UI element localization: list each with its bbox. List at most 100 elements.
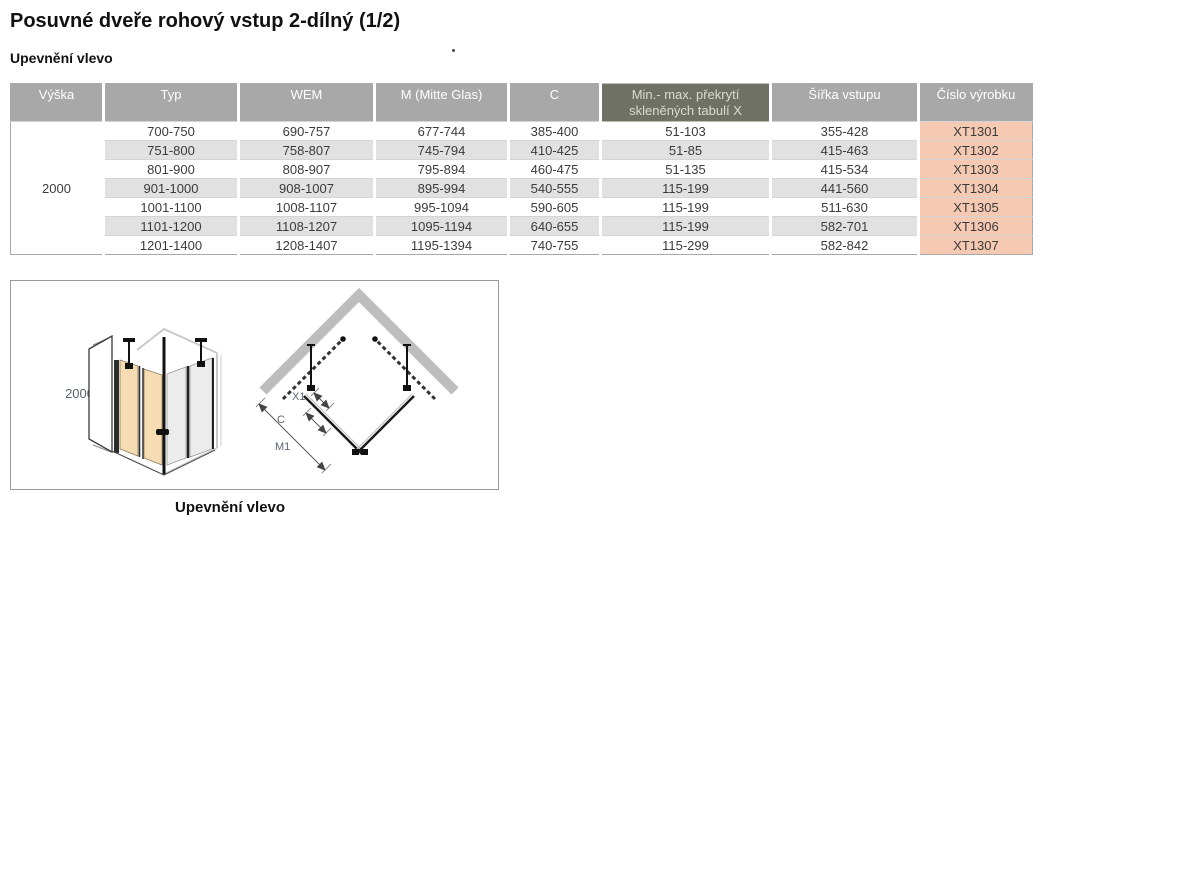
cell-m-mitte-glas: 995-1094	[373, 197, 509, 217]
cell-wem: 1108-1207	[237, 216, 375, 236]
cell-sirka-vstupu: 441-560	[769, 178, 919, 198]
cell-c: 640-655	[507, 216, 601, 236]
dimension-2000-label: 2000	[65, 386, 94, 401]
table-row: 1101-1200 1108-1207 1095-1194 640-655 115-19…	[11, 216, 1033, 236]
cell-m-mitte-glas: 1095-1194	[373, 216, 509, 236]
header-row: Výška Typ WEM M (Mitte Glas) C Min.- max. pře…	[10, 83, 1033, 122]
cell-prekryti-x: 51-135	[599, 159, 771, 179]
glass-panel-highlighted-fixed	[119, 359, 139, 457]
column-header-7: Číslo výrobku	[917, 83, 1033, 122]
cell-typ: 1101-1200	[102, 216, 239, 236]
cell-cislo-vyrobku: XT1303	[917, 159, 1033, 179]
cell-c: 410-425	[507, 140, 601, 160]
cell-cislo-vyrobku: XT1307	[917, 235, 1033, 255]
diagram-box: 2000	[10, 280, 499, 490]
cell-c: 590-605	[507, 197, 601, 217]
cell-cislo-vyrobku: XT1304	[917, 178, 1033, 198]
cell-wem: 690-757	[237, 121, 375, 141]
side-panel	[88, 334, 113, 454]
elevation-drawing: 2000	[65, 327, 222, 476]
back-wall-outline	[136, 327, 222, 475]
cell-m-mitte-glas: 795-894	[373, 159, 509, 179]
cell-c: 460-475	[507, 159, 601, 179]
door-right-plan	[355, 395, 415, 455]
c-label: C	[277, 414, 285, 426]
cell-m-mitte-glas: 895-994	[373, 178, 509, 198]
cell-sirka-vstupu: 415-534	[769, 159, 919, 179]
cell-c: 740-755	[507, 235, 601, 255]
cell-prekryti-x: 115-299	[599, 235, 771, 255]
cell-prekryti-x: 51-103	[599, 121, 771, 141]
spec-table-body: 2000 700-750 690-757 677-744 385-400 51-103 35…	[10, 121, 1033, 255]
diagram-caption: Upevnění vlevo	[175, 499, 286, 516]
table-row: 801-900 808-907 795-894 460-475 51-135 415-53…	[11, 159, 1033, 179]
cell-m-mitte-glas: 677-744	[373, 121, 509, 141]
cell-m-mitte-glas: 1195-1394	[373, 235, 509, 255]
support-strut-right	[403, 344, 411, 391]
glass-panel-right-door	[166, 366, 187, 466]
cell-sirka-vstupu: 511-630	[769, 197, 919, 217]
cell-typ: 1201-1400	[102, 235, 239, 255]
cell-cislo-vyrobku: XT1302	[917, 140, 1033, 160]
stray-dot	[452, 49, 455, 52]
glass-panel-right-fixed	[189, 357, 213, 458]
stabilizer-bracket-left	[123, 338, 135, 369]
table-row: 901-1000 908-1007 895-994 540-555 115-199 441…	[11, 178, 1033, 198]
cell-sirka-vstupu: 355-428	[769, 121, 919, 141]
m1-label: M1	[275, 441, 290, 453]
section-label: Upevnění vlevo	[10, 50, 113, 66]
table-row: 1201-1400 1208-1407 1195-1394 740-755 115-29…	[11, 235, 1033, 255]
door-handle	[156, 429, 169, 435]
table-row: 1001-1100 1008-1107 995-1094 590-605 115-199…	[11, 197, 1033, 217]
dimension-c: C	[277, 407, 332, 437]
height-cell: 2000	[10, 121, 104, 255]
cell-typ: 700-750	[102, 121, 239, 141]
corner-walls	[259, 287, 459, 395]
cell-typ: 1001-1100	[102, 197, 239, 217]
shower-diagram: 2000	[65, 287, 459, 476]
cell-wem: 1208-1407	[237, 235, 375, 255]
floor-edge	[111, 449, 216, 476]
x1-label: X1	[292, 391, 305, 403]
cell-prekryti-x: 51-85	[599, 140, 771, 160]
cell-prekryti-x: 115-199	[599, 216, 771, 236]
stabilizer-bracket-right	[195, 338, 207, 367]
column-header-2: WEM	[237, 83, 375, 122]
cell-prekryti-x: 115-199	[599, 197, 771, 217]
table-row: 2000 700-750 690-757 677-744 385-400 51-103 35…	[10, 121, 1033, 255]
glass-panel-highlighted-door	[143, 368, 163, 466]
cell-sirka-vstupu: 582-701	[769, 216, 919, 236]
support-strut-left	[307, 344, 315, 391]
spec-table: Výška Typ WEM M (Mitte Glas) C Min.- max. pře…	[10, 83, 1033, 255]
wall-profile	[114, 360, 119, 453]
cell-cislo-vyrobku: XT1305	[917, 197, 1033, 217]
column-header-3: M (Mitte Glas)	[373, 83, 509, 122]
dimension-x1: X1	[292, 387, 335, 412]
cell-typ: 901-1000	[102, 178, 239, 198]
column-header-0: Výška	[10, 83, 104, 122]
rail-right	[373, 337, 437, 401]
column-header-6: Šířka vstupu	[769, 83, 919, 122]
cell-cislo-vyrobku: XT1301	[917, 121, 1033, 141]
cell-typ: 751-800	[102, 140, 239, 160]
cell-wem: 1008-1107	[237, 197, 375, 217]
cell-wem: 808-907	[237, 159, 375, 179]
cell-sirka-vstupu: 415-463	[769, 140, 919, 160]
column-header-5: Min.- max. překrytí skleněných tabulí X	[599, 83, 771, 122]
cell-prekryti-x: 115-199	[599, 178, 771, 198]
cell-c: 540-555	[507, 178, 601, 198]
spec-table-head: Výška Typ WEM M (Mitte Glas) C Min.- max. pře…	[10, 83, 1033, 122]
cell-wem: 908-1007	[237, 178, 375, 198]
cell-sirka-vstupu: 582-842	[769, 235, 919, 255]
column-header-4: C	[507, 83, 601, 122]
dimension-m1: M1	[255, 397, 332, 474]
cell-c: 385-400	[507, 121, 601, 141]
cell-m-mitte-glas: 745-794	[373, 140, 509, 160]
table-row: 751-800 758-807 745-794 410-425 51-85 415-463…	[11, 140, 1033, 160]
page-title: Posuvné dveře rohový vstup 2-dílný (1/2)	[10, 10, 401, 32]
plan-drawing: X1 C M1	[255, 287, 459, 474]
rail-left	[281, 337, 345, 401]
column-header-1: Typ	[102, 83, 239, 122]
cell-typ: 801-900	[102, 159, 239, 179]
